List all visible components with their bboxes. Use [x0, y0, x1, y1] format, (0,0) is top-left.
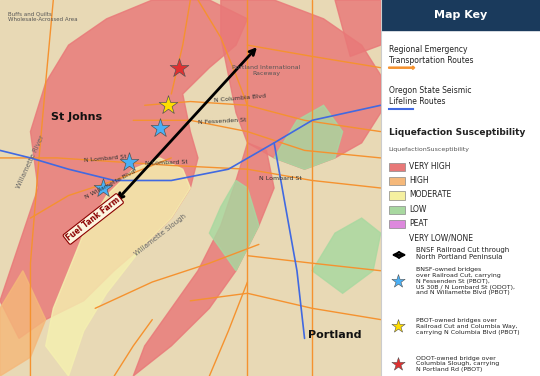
- Text: BNSF-owned bridges
over Railroad Cut, carrying
N Fessenden St (PBOT),
US 30B / N: BNSF-owned bridges over Railroad Cut, ca…: [416, 267, 515, 296]
- Polygon shape: [0, 0, 247, 338]
- Text: St Johns: St Johns: [51, 112, 102, 122]
- Bar: [389, 220, 404, 228]
- Text: Oregon State Seismic
Lifeline Routes: Oregon State Seismic Lifeline Routes: [389, 86, 471, 106]
- Text: BNSF Railroad Cut through
North Portland Peninsula: BNSF Railroad Cut through North Portland…: [416, 247, 509, 260]
- Polygon shape: [0, 271, 46, 376]
- Text: LiquefactionSusceptibility: LiquefactionSusceptibility: [389, 147, 470, 152]
- Polygon shape: [274, 105, 343, 169]
- Polygon shape: [133, 143, 274, 376]
- Text: N Lombard St: N Lombard St: [145, 160, 188, 167]
- Text: Portland International
Raceway: Portland International Raceway: [232, 65, 301, 76]
- Text: PBOT-owned bridges over
Railroad Cut and Columbia Way,
carrying N Columbia Blvd : PBOT-owned bridges over Railroad Cut and…: [416, 318, 519, 335]
- Point: [174, 65, 183, 71]
- Text: Buffs and Quilts
Wholesale-Acrossed Area: Buffs and Quilts Wholesale-Acrossed Area: [8, 11, 77, 22]
- Text: Willamette Slough: Willamette Slough: [133, 212, 187, 257]
- Point: [394, 278, 402, 284]
- Point: [163, 102, 172, 108]
- Polygon shape: [210, 180, 259, 271]
- Text: HIGH: HIGH: [409, 176, 429, 185]
- Text: Regional Emergency
Transportation Routes: Regional Emergency Transportation Routes: [389, 45, 473, 65]
- Text: N Lombard St: N Lombard St: [259, 176, 302, 182]
- Point: [125, 159, 134, 165]
- Point: [156, 125, 164, 131]
- Point: [394, 323, 402, 329]
- Bar: [389, 191, 404, 200]
- Text: LOW: LOW: [409, 205, 427, 214]
- Text: N Fessenden St: N Fessenden St: [198, 118, 247, 125]
- Text: PEAT: PEAT: [409, 219, 428, 228]
- Text: N Columbia Blvd: N Columbia Blvd: [213, 93, 266, 103]
- Text: N Lombard St: N Lombard St: [84, 154, 127, 163]
- FancyArrow shape: [389, 66, 415, 69]
- Bar: [389, 206, 404, 214]
- Text: VERY LOW/NONE: VERY LOW/NONE: [409, 233, 474, 242]
- Point: [98, 185, 107, 191]
- Text: ODOT-owned bridge over
Columbia Slough, carrying
N Portland Rd (PBOT): ODOT-owned bridge over Columbia Slough, …: [416, 356, 499, 372]
- Text: Fuel Tank Farm: Fuel Tank Farm: [65, 195, 122, 243]
- Polygon shape: [312, 218, 381, 293]
- Text: Liquefaction Susceptibility: Liquefaction Susceptibility: [389, 128, 525, 137]
- Text: MODERATE: MODERATE: [409, 190, 451, 199]
- Polygon shape: [335, 0, 381, 56]
- Text: Portland: Portland: [308, 331, 362, 340]
- Point: [394, 361, 402, 367]
- Bar: [381, 0, 540, 30]
- Bar: [389, 163, 404, 171]
- Polygon shape: [46, 158, 190, 376]
- Text: Map Key: Map Key: [434, 10, 487, 20]
- Bar: [389, 177, 404, 185]
- Text: N Willamette Blvd: N Willamette Blvd: [84, 169, 136, 200]
- Text: Willamette River: Willamette River: [15, 134, 45, 189]
- Text: VERY HIGH: VERY HIGH: [409, 162, 451, 171]
- Polygon shape: [221, 0, 381, 169]
